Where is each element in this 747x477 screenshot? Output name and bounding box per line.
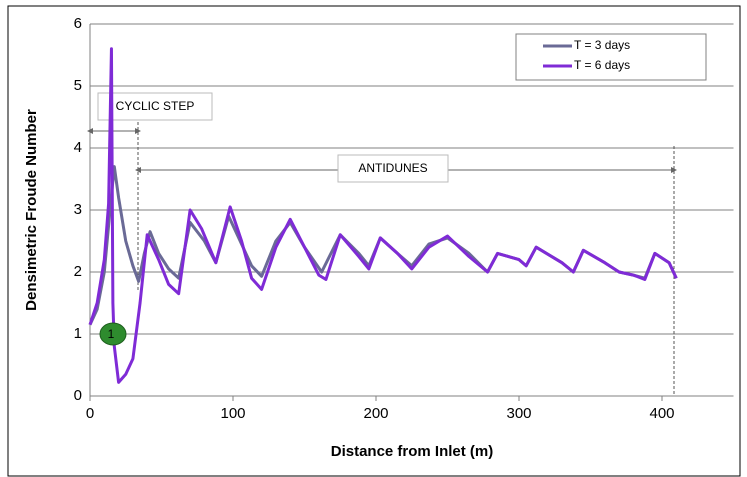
y-tick-label: 0 <box>74 387 82 404</box>
legend-box <box>515 33 707 81</box>
y-tick-label: 2 <box>74 263 82 280</box>
y-tick-label: 1 <box>74 325 82 342</box>
point-marker <box>99 322 127 346</box>
annotation: CYCLIC STEP <box>116 99 195 113</box>
x-tick-label: 400 <box>649 405 674 422</box>
legend-label: T = 6 days <box>574 58 630 72</box>
point-marker-label: 1 <box>108 327 115 341</box>
x-axis-title: Distance from Inlet (m) <box>331 443 494 460</box>
y-tick-label: 6 <box>74 15 82 32</box>
x-tick-label: 300 <box>506 405 531 422</box>
y-tick-label: 4 <box>74 139 82 156</box>
x-tick-label: 100 <box>220 405 245 422</box>
annotation: ANTIDUNES <box>358 161 427 175</box>
y-tick-label: 3 <box>74 201 82 218</box>
y-tick-label: 5 <box>74 77 82 94</box>
y-axis-title: Densimetric Froude Number <box>23 109 40 311</box>
legend-label: T = 3 days <box>574 38 630 52</box>
series-line <box>88 165 678 326</box>
annotation-box <box>97 92 213 121</box>
x-tick-label: 0 <box>86 405 94 422</box>
series-line <box>88 47 678 384</box>
x-tick-label: 200 <box>363 405 388 422</box>
annotation-box <box>337 154 449 183</box>
chart-border <box>7 5 741 477</box>
